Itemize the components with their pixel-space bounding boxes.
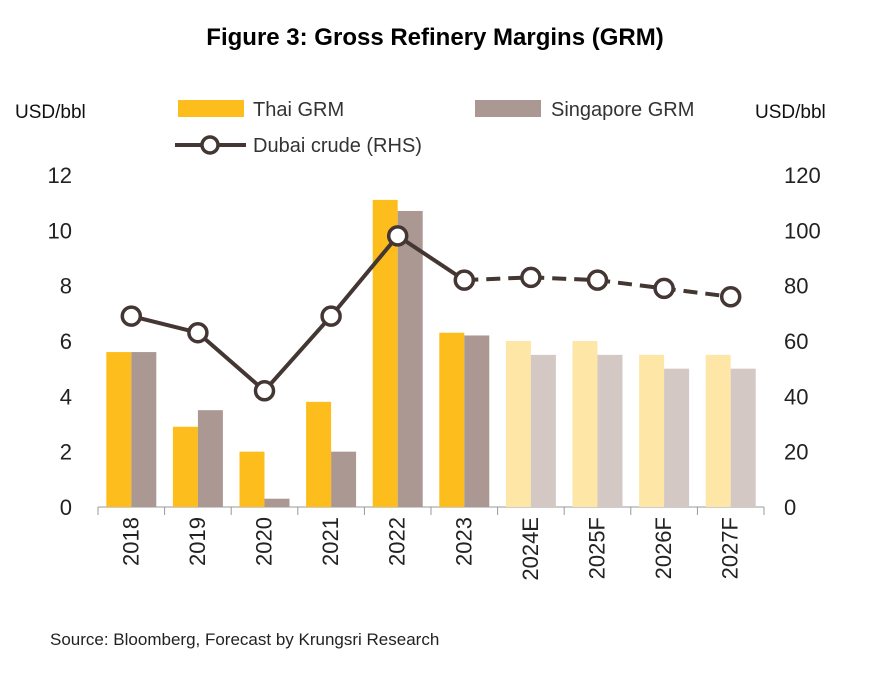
right-tick-label: 120 xyxy=(784,163,821,188)
left-tick-label: 8 xyxy=(60,274,72,299)
dubai-crude-point xyxy=(187,321,209,344)
left-tick-label: 12 xyxy=(48,163,72,188)
left-tick-label: 2 xyxy=(60,440,72,465)
thai-grm-bar xyxy=(372,199,398,507)
singapore-grm-bar xyxy=(131,352,157,507)
singapore-grm-bar xyxy=(264,498,290,507)
right-axis-label: USD/bbl xyxy=(755,102,826,123)
singapore-grm-bar xyxy=(597,354,623,507)
category-label: 2018 xyxy=(118,517,143,566)
category-label: 2019 xyxy=(185,517,210,566)
category-label: 2022 xyxy=(385,517,410,566)
left-tick-label: 6 xyxy=(60,329,72,354)
legend-thai-grm-swatch xyxy=(178,100,244,117)
left-tick-label: 4 xyxy=(60,384,72,409)
left-axis-label: USD/bbl xyxy=(15,102,86,123)
right-tick-label: 80 xyxy=(784,274,808,299)
right-tick-label: 20 xyxy=(784,440,808,465)
right-tick-label: 60 xyxy=(784,329,808,354)
thai-grm-bar xyxy=(106,352,132,507)
thai-grm-bar xyxy=(572,341,598,507)
category-label: 2026F xyxy=(651,517,676,579)
dubai-crude-point xyxy=(453,269,476,291)
category-label: 2025F xyxy=(585,517,610,579)
dubai-crude-point xyxy=(253,380,276,402)
right-tick-label: 0 xyxy=(784,495,796,520)
right-tick-label: 100 xyxy=(784,218,821,243)
legend-dubai-crude-label: Dubai crude (RHS) xyxy=(253,135,422,157)
category-label: 2023 xyxy=(451,517,476,566)
axes: USD/bbl USD/bbl02468101202040608010012020… xyxy=(15,102,826,581)
right-tick-label: 40 xyxy=(784,384,808,409)
legend-singapore-grm-label: Singapore GRM xyxy=(551,99,694,121)
thai-grm-bar xyxy=(705,354,731,507)
singapore-grm-bar xyxy=(464,335,490,507)
dubai-crude-point xyxy=(386,225,409,247)
left-tick-label: 10 xyxy=(48,218,72,243)
dubai-crude-point xyxy=(719,285,742,308)
thai-grm-bar xyxy=(439,332,465,507)
singapore-grm-bar xyxy=(397,210,423,507)
legend-singapore-grm-swatch xyxy=(475,100,541,117)
category-label: 2020 xyxy=(252,517,277,566)
source-note: Source: Bloomberg, Forecast by Krungsri … xyxy=(50,630,440,649)
singapore-grm-bar xyxy=(331,451,357,507)
left-tick-label: 0 xyxy=(60,495,72,520)
chart-title: Figure 3: Gross Refinery Margins (GRM) xyxy=(206,24,664,51)
singapore-grm-bar xyxy=(530,354,556,507)
dubai-crude-point xyxy=(586,269,609,291)
legend-dubai-crude-marker xyxy=(200,135,220,155)
dubai-crude-line-actual xyxy=(130,233,466,393)
thai-grm-bar xyxy=(306,401,332,507)
thai-grm-bar xyxy=(239,451,265,507)
dubai-crude-point xyxy=(653,277,675,300)
category-label: 2024E xyxy=(518,517,543,581)
dubai-crude-point xyxy=(520,266,542,289)
thai-grm-bar xyxy=(172,426,198,507)
bars xyxy=(106,199,756,507)
legend-thai-grm-label: Thai GRM xyxy=(253,99,344,121)
thai-grm-bar xyxy=(505,341,531,507)
singapore-grm-bar xyxy=(197,410,223,507)
line-series xyxy=(120,225,742,402)
thai-grm-bar xyxy=(639,354,665,507)
legend: Thai GRM Singapore GRM Dubai crude (RHS) xyxy=(175,99,694,157)
dubai-crude-point xyxy=(120,305,143,327)
dubai-crude-point xyxy=(320,305,342,327)
singapore-grm-bar xyxy=(664,368,690,507)
singapore-grm-bar xyxy=(730,368,756,507)
category-label: 2027F xyxy=(718,517,743,579)
category-label: 2021 xyxy=(318,517,343,566)
